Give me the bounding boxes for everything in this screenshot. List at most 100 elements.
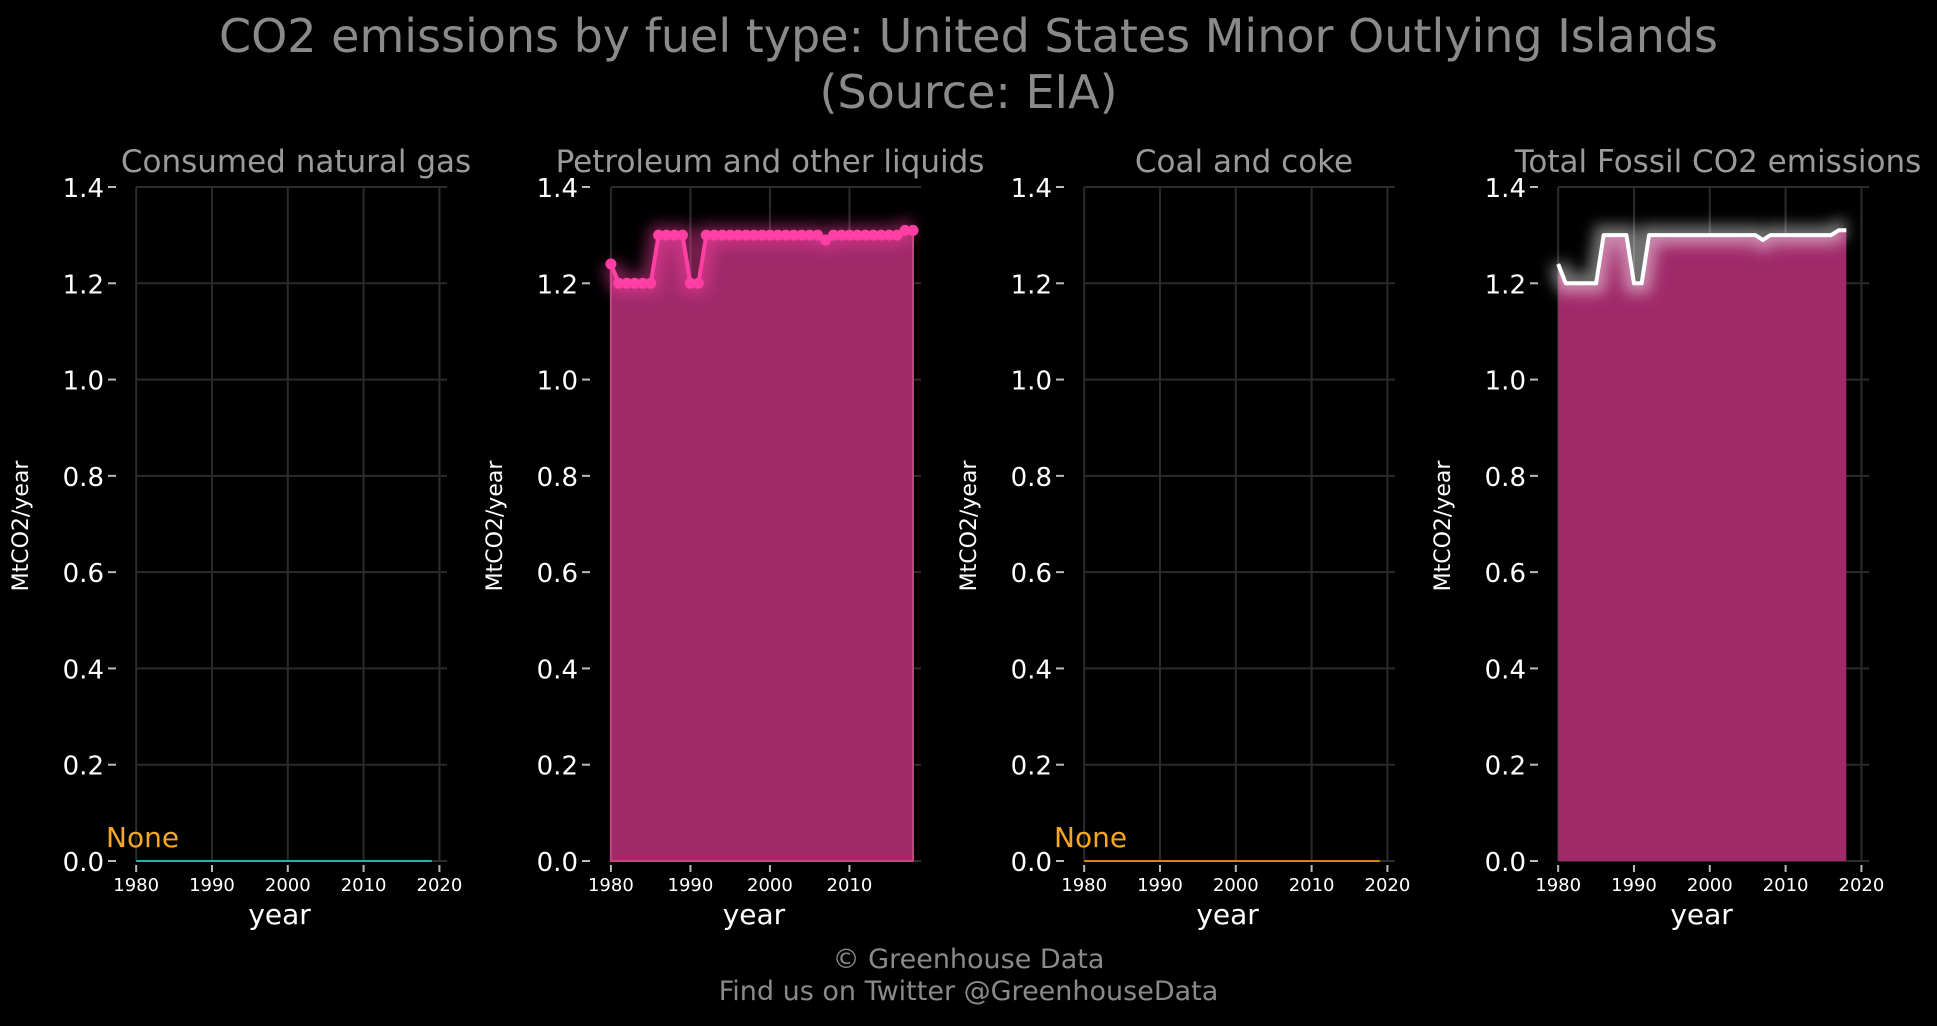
data-point — [828, 229, 840, 241]
x-tick-label: 2000 — [747, 875, 793, 896]
data-point — [732, 229, 744, 241]
data-point — [756, 229, 768, 241]
x-tick-label: 1980 — [113, 875, 159, 896]
data-point — [788, 229, 800, 241]
data-point — [661, 229, 673, 241]
y-tick-label: 0.4 — [1485, 655, 1526, 685]
x-axis-label: year — [248, 898, 311, 931]
data-point — [820, 234, 832, 246]
data-point — [669, 229, 681, 241]
data-point — [716, 229, 728, 241]
data-point — [812, 229, 824, 241]
y-tick-label: 0.4 — [63, 655, 104, 685]
data-point — [748, 229, 760, 241]
data-point — [708, 229, 720, 241]
data-point — [676, 229, 688, 241]
data-point — [653, 229, 665, 241]
panel-title: Coal and coke — [1135, 144, 1353, 180]
x-tick-label: 1980 — [1061, 875, 1107, 896]
y-tick-label: 0.0 — [63, 848, 104, 878]
data-point — [804, 229, 816, 241]
x-axis-label: year — [1670, 898, 1733, 931]
y-tick-label: 0.8 — [63, 463, 104, 493]
y-tick-label: 1.0 — [63, 367, 104, 397]
y-tick-label: 1.2 — [537, 270, 578, 300]
y-tick-label: 0.8 — [537, 463, 578, 493]
y-axis-label: MtCO2/year — [483, 460, 508, 592]
panel-1: Consumed natural gas 0.0 0.2 0.4 0.6 0.8 1.0 1.… — [9, 144, 471, 931]
y-axis-label: MtCO2/year — [957, 460, 982, 592]
data-point — [867, 229, 879, 241]
y-tick-label: 1.0 — [1485, 367, 1526, 397]
y-tick-label: 0.6 — [1485, 559, 1526, 589]
y-tick-label: 1.4 — [1011, 174, 1052, 204]
y-tick-label: 1.0 — [1011, 367, 1052, 397]
footer-twitter: Find us on Twitter @GreenhouseData — [718, 976, 1219, 1007]
y-tick-label: 0.6 — [1011, 559, 1052, 589]
y-tick-label: 0.6 — [63, 559, 104, 589]
data-point — [764, 229, 776, 241]
data-point — [740, 229, 752, 241]
y-axis-label: MtCO2/year — [9, 460, 34, 592]
x-tick-label: 1980 — [1535, 875, 1581, 896]
panel-2: Petroleum and other liquids 0.0 0.2 0.4 0.6 0… — [483, 144, 984, 931]
data-point — [796, 229, 808, 241]
title-line-1: CO2 emissions by fuel type: United State… — [218, 9, 1719, 63]
y-tick-label: 0.2 — [63, 752, 104, 782]
x-tick-label: 2000 — [1687, 875, 1733, 896]
data-point — [724, 229, 736, 241]
footer-copyright: © Greenhouse Data — [832, 944, 1105, 975]
data-point — [629, 277, 641, 289]
data-point — [780, 229, 792, 241]
y-tick-label: 1.4 — [537, 174, 578, 204]
panel-title: Total Fossil CO2 emissions — [1514, 144, 1922, 180]
x-tick-label: 2010 — [827, 875, 873, 896]
data-point — [859, 229, 871, 241]
y-tick-label: 0.4 — [537, 655, 578, 685]
y-tick-label: 0.6 — [537, 559, 578, 589]
y-tick-label: 0.0 — [537, 848, 578, 878]
y-tick-label: 0.4 — [1011, 655, 1052, 685]
data-point — [875, 229, 887, 241]
y-tick-label: 0.8 — [1485, 463, 1526, 493]
x-tick-label: 2020 — [1365, 875, 1411, 896]
x-tick-label: 1990 — [189, 875, 235, 896]
data-point — [637, 277, 649, 289]
y-tick-label: 0.2 — [1485, 752, 1526, 782]
x-axis-label: year — [723, 898, 786, 931]
x-tick-label: 1990 — [1611, 875, 1657, 896]
x-tick-label: 2000 — [265, 875, 311, 896]
data-point — [899, 224, 911, 236]
data-point — [613, 277, 625, 289]
y-tick-label: 0.0 — [1011, 848, 1052, 878]
x-tick-label: 2010 — [1763, 875, 1809, 896]
panel-4: Total Fossil CO2 emissions 0.0 0.2 0.4 0.6 0.… — [1431, 144, 1921, 931]
x-tick-label: 2020 — [1839, 875, 1885, 896]
y-tick-label: 1.4 — [1485, 174, 1526, 204]
y-tick-label: 0.0 — [1485, 848, 1526, 878]
data-point — [605, 258, 617, 270]
data-point — [843, 229, 855, 241]
y-tick-label: 1.2 — [1485, 270, 1526, 300]
footer: © Greenhouse Data Find us on Twitter @Gr… — [0, 944, 1937, 1008]
y-axis-label: MtCO2/year — [1431, 460, 1456, 592]
x-tick-label: 2010 — [341, 875, 387, 896]
y-tick-label: 1.4 — [63, 174, 104, 204]
data-point — [907, 224, 919, 236]
x-axis-label: year — [1196, 898, 1259, 931]
data-point — [891, 229, 903, 241]
y-tick-label: 1.0 — [537, 367, 578, 397]
data-point — [645, 277, 657, 289]
data-point — [851, 229, 863, 241]
area-fill — [609, 229, 914, 862]
x-tick-label: 2020 — [417, 875, 463, 896]
x-tick-label: 2010 — [1289, 875, 1335, 896]
data-point — [684, 277, 696, 289]
data-point — [835, 229, 847, 241]
data-point — [700, 229, 712, 241]
panel-title: Consumed natural gas — [121, 144, 471, 180]
data-point — [772, 229, 784, 241]
y-tick-label: 0.8 — [1011, 463, 1052, 493]
x-tick-label: 2000 — [1213, 875, 1259, 896]
